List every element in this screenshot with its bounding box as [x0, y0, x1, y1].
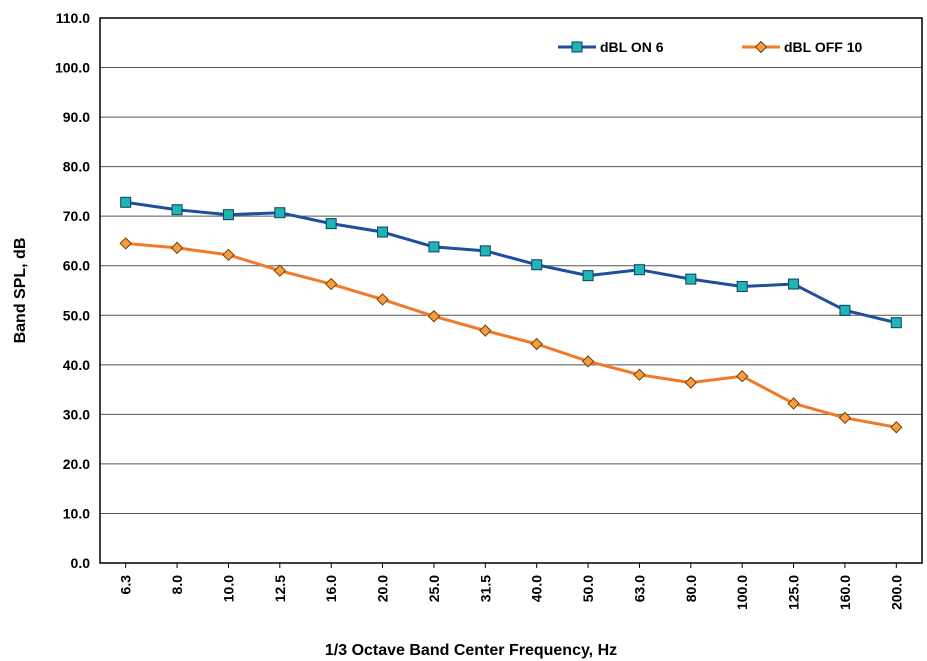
y-tick-label: 20.0 [63, 456, 90, 472]
x-tick-label: 40.0 [529, 575, 545, 602]
y-tick-label: 80.0 [63, 159, 90, 175]
x-tick-label: 80.0 [683, 575, 699, 602]
data-point [170, 241, 184, 255]
data-point [120, 196, 132, 208]
data-point [582, 270, 594, 282]
y-tick-label: 40.0 [63, 357, 90, 373]
x-axis-title: 1/3 Octave Band Center Frequency, Hz [325, 642, 617, 659]
data-point [222, 209, 234, 221]
legend-marker [571, 41, 583, 53]
y-tick-label: 0.0 [71, 555, 91, 571]
x-tick-label: 31.5 [477, 575, 493, 602]
series-line [125, 241, 897, 429]
data-point [633, 264, 645, 276]
y-axis-title: Band SPL, dB [12, 238, 29, 344]
data-point [531, 259, 543, 271]
data-point [684, 376, 698, 389]
x-tick-label: 12.5 [272, 575, 288, 602]
x-axis-ticks: 6.3 8.0 10.0 12.5 16.0 20.0 25.0 31.5 40.0 50.0 63… [118, 563, 904, 610]
series-1 [120, 196, 902, 329]
data-point [787, 397, 800, 410]
data-point [633, 368, 646, 381]
data-point [274, 207, 286, 219]
data-point [428, 241, 440, 253]
data-point [479, 324, 492, 337]
data-point [735, 370, 749, 383]
data-point [222, 248, 235, 262]
x-tick-label: 50.0 [580, 575, 596, 602]
data-point [377, 226, 389, 238]
data-point [479, 245, 491, 257]
gridlines [100, 67, 922, 514]
y-tick-label: 110.0 [56, 10, 90, 26]
x-tick-label: 125.0 [786, 575, 802, 610]
series-2 [119, 237, 903, 434]
legend-marker [754, 40, 768, 54]
data-point [890, 317, 902, 329]
y-tick-label: 100.0 [55, 60, 90, 76]
data-point [427, 310, 441, 323]
legend: dBL ON 6 dBL OFF 10 [558, 39, 863, 55]
data-point [581, 355, 595, 368]
data-point [890, 421, 903, 434]
y-tick-label: 50.0 [63, 307, 90, 323]
x-tick-label: 10.0 [220, 575, 236, 602]
x-tick-label: 200.0 [888, 575, 904, 610]
y-tick-label: 10.0 [63, 505, 90, 521]
y-tick-label: 90.0 [63, 109, 90, 125]
data-point [376, 293, 389, 306]
data-point [325, 218, 337, 230]
data-point [324, 277, 338, 291]
x-tick-label: 20.0 [375, 575, 391, 602]
data-point [839, 304, 851, 316]
y-tick-label: 60.0 [63, 258, 90, 274]
data-point [788, 278, 800, 290]
x-tick-label: 8.0 [169, 575, 185, 595]
x-tick-label: 16.0 [323, 575, 339, 602]
legend-label: dBL OFF 10 [784, 39, 863, 55]
data-point [119, 237, 132, 250]
legend-label: dBL ON 6 [600, 39, 664, 55]
series-layer [119, 196, 903, 434]
x-tick-label: 160.0 [837, 575, 853, 610]
x-tick-label: 25.0 [426, 575, 442, 602]
x-tick-label: 100.0 [734, 575, 750, 610]
data-point [736, 281, 748, 293]
data-point [838, 411, 852, 425]
data-point [685, 273, 697, 285]
y-axis-ticks: 0.0 10.0 20.0 30.0 40.0 50.0 60.0 70.0 80.0 90.0 1… [55, 10, 90, 571]
data-point [530, 337, 543, 351]
y-tick-label: 30.0 [63, 406, 90, 422]
y-tick-label: 70.0 [63, 208, 90, 224]
x-tick-label: 6.3 [118, 575, 134, 595]
series-line [125, 200, 897, 325]
data-point [171, 204, 183, 216]
x-tick-label: 63.0 [631, 575, 647, 602]
data-point [273, 264, 287, 277]
plot-area [99, 17, 923, 564]
